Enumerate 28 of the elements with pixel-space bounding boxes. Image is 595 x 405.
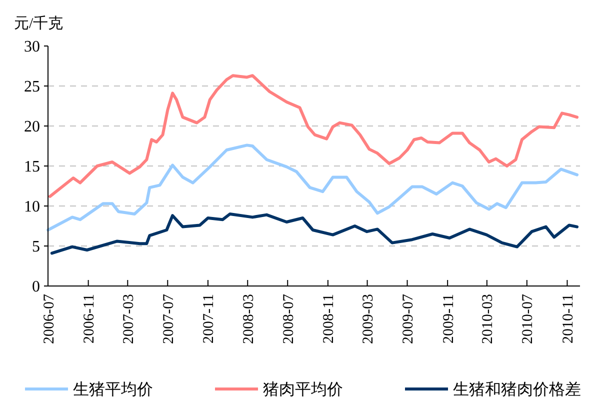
legend-label: 生猪和猪肉价格差 <box>453 380 581 399</box>
x-tick-label: 2007-03 <box>120 294 137 344</box>
x-tick-label: 2009-11 <box>440 294 457 344</box>
y-tick-label: 15 <box>24 158 40 176</box>
x-tick-label: 2006-07 <box>41 294 58 344</box>
x-tick-label: 2006-11 <box>82 294 98 344</box>
x-tick-label: 2007-07 <box>160 294 177 344</box>
legend-label: 猪肉平均价 <box>263 380 343 399</box>
y-tick-label: 25 <box>24 78 40 96</box>
x-tick-label: 2010-07 <box>520 294 536 344</box>
x-tick-label: 2009-03 <box>360 294 377 344</box>
y-tick-label: 0 <box>32 278 40 296</box>
y-tick-label: 5 <box>32 238 40 256</box>
y-tick-label: 20 <box>24 118 40 136</box>
x-tick-label: 2007-11 <box>201 294 218 344</box>
x-tick-label: 2009-07 <box>400 294 417 344</box>
legend-label: 生猪平均价 <box>73 380 153 399</box>
x-tick-label: 2008-11 <box>321 294 338 344</box>
y-tick-label: 10 <box>24 198 40 216</box>
line-series <box>50 212 579 255</box>
x-tick-label: 2008-03 <box>240 294 257 344</box>
x-tick-label: 2010-11 <box>560 294 576 344</box>
line-series <box>48 74 579 198</box>
line-series <box>46 144 579 232</box>
x-tick-label: 2008-07 <box>280 294 297 344</box>
y-axis-title: 元/千克 <box>14 15 64 32</box>
x-tick-label: 2010-03 <box>480 294 496 344</box>
y-tick-label: 30 <box>24 38 40 56</box>
